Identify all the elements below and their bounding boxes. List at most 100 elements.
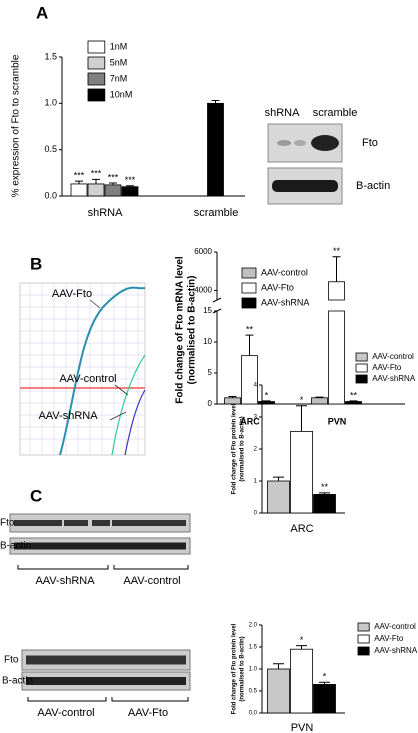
bar [267,668,290,714]
y-tick-label: 4000 [194,286,212,295]
row-label: Fto [0,518,15,529]
legend-label: AAV-control [374,622,416,631]
significance: *** [108,172,119,182]
legend-label: 10nM [110,89,133,99]
curve [111,354,146,456]
curve-label: AAV-Fto [52,288,92,300]
legend-swatch [87,40,106,54]
bar [311,397,328,405]
lane-label: shRNA [265,107,301,119]
legend-swatch [241,297,257,309]
band [272,180,338,192]
y-tick-label: 6000 [194,247,212,256]
significance: * [300,395,304,405]
significance: ** [321,482,329,492]
error-bar [211,100,220,104]
x-tick-label: scramble [194,207,239,219]
row-label: B-actin [2,676,33,687]
y-tick-label: 0.5 [249,689,258,695]
band [277,140,291,146]
y-axis-label: Fold change of Fto protein level [232,623,238,714]
curve [124,389,146,456]
x-tick-label: shRNA [88,207,124,219]
y-tick-label: 1.0 [44,98,57,108]
significance: *** [91,169,102,179]
row-label: Fto [362,137,378,149]
blot-a: shRNA scramble Fto B-actin [265,107,390,205]
legend-label: 5nM [110,57,128,67]
significance: ** [246,325,254,335]
row-label: B-actin [0,541,31,552]
y-tick-label: 10 [203,337,212,346]
y-axis-label: (normalised to B-actin) [240,636,246,701]
error-bar [296,645,307,650]
error-bar [109,182,117,185]
legend-label: AAV-shRNA [261,297,309,307]
x-tick-label: PVN [328,416,347,426]
legend-swatch [87,72,106,86]
bar [258,401,275,405]
bar [328,310,345,405]
band [294,140,306,146]
y-axis-label: (normalised to B-actin) [187,276,198,385]
qpcr-plot: AAV-Fto AAV-control AAV-shRNA [19,282,146,456]
legend-label: AAV-control [372,352,414,361]
error-bar [92,178,100,184]
bracket [17,565,189,570]
legend-label: AAV-Fto [261,282,294,292]
legend-swatch [357,646,370,656]
y-tick-label: 1.5 [249,645,258,651]
curve-label: AAV-shRNA [38,410,98,422]
lane-label: scramble [313,107,358,119]
legend-swatch [355,352,368,362]
error-bar [349,400,358,402]
bracket [27,697,189,702]
y-tick-label: 1 [254,479,258,485]
legend-label: 1nM [110,41,128,51]
bar [224,397,241,405]
y-tick-label: 4 [254,383,258,389]
bar [290,648,313,714]
bar [313,494,336,514]
legend-label: AAV-shRNA [372,374,416,383]
legend-swatch [87,88,106,102]
curve [59,286,146,456]
bar [104,184,122,197]
legend-label: 7nM [110,73,128,83]
significance: *** [125,175,136,185]
bar [241,355,258,405]
y-axis-label: Fold change of Fto mRNA level [175,256,186,404]
error-bar [319,492,330,495]
legend-swatch [355,363,368,373]
error-bar [315,396,324,398]
y-tick-label: 5 [208,368,213,377]
significance: * [265,390,269,400]
y-axis-label: Fold change of Fto protein level [232,403,238,494]
significance: * [323,672,327,682]
group-label: AAV-Fto [128,707,168,719]
legend-label: AAV-Fto [374,634,404,643]
error-bar [262,400,271,402]
y-tick-label: 15 [203,306,212,315]
error-bar [319,681,330,685]
panel-label: C [30,486,42,505]
legend-swatch [87,56,106,70]
legend-label: AAV-control [261,267,308,277]
blot-c1: Fto B-actin AAV-shRNA AAV-control [0,513,191,587]
group-label: AAV-shRNA [35,575,95,587]
significance: * [300,635,304,645]
legend-label: AAV-shRNA [374,646,418,655]
bar [207,102,224,197]
bar [313,684,336,714]
y-tick-label: 3 [254,415,258,421]
legend-swatch [355,374,368,384]
significance: ** [350,390,358,400]
error-bar [332,256,341,282]
y-axis-label: (normalised to B-actin) [240,416,246,481]
x-tick-label: ARC [240,416,260,426]
arrow [89,299,129,421]
blot-c2: Fto B-actin AAV-control AAV-Fto [2,649,191,719]
y-tick-label: 0.0 [249,711,258,717]
significance: *** [74,171,85,181]
